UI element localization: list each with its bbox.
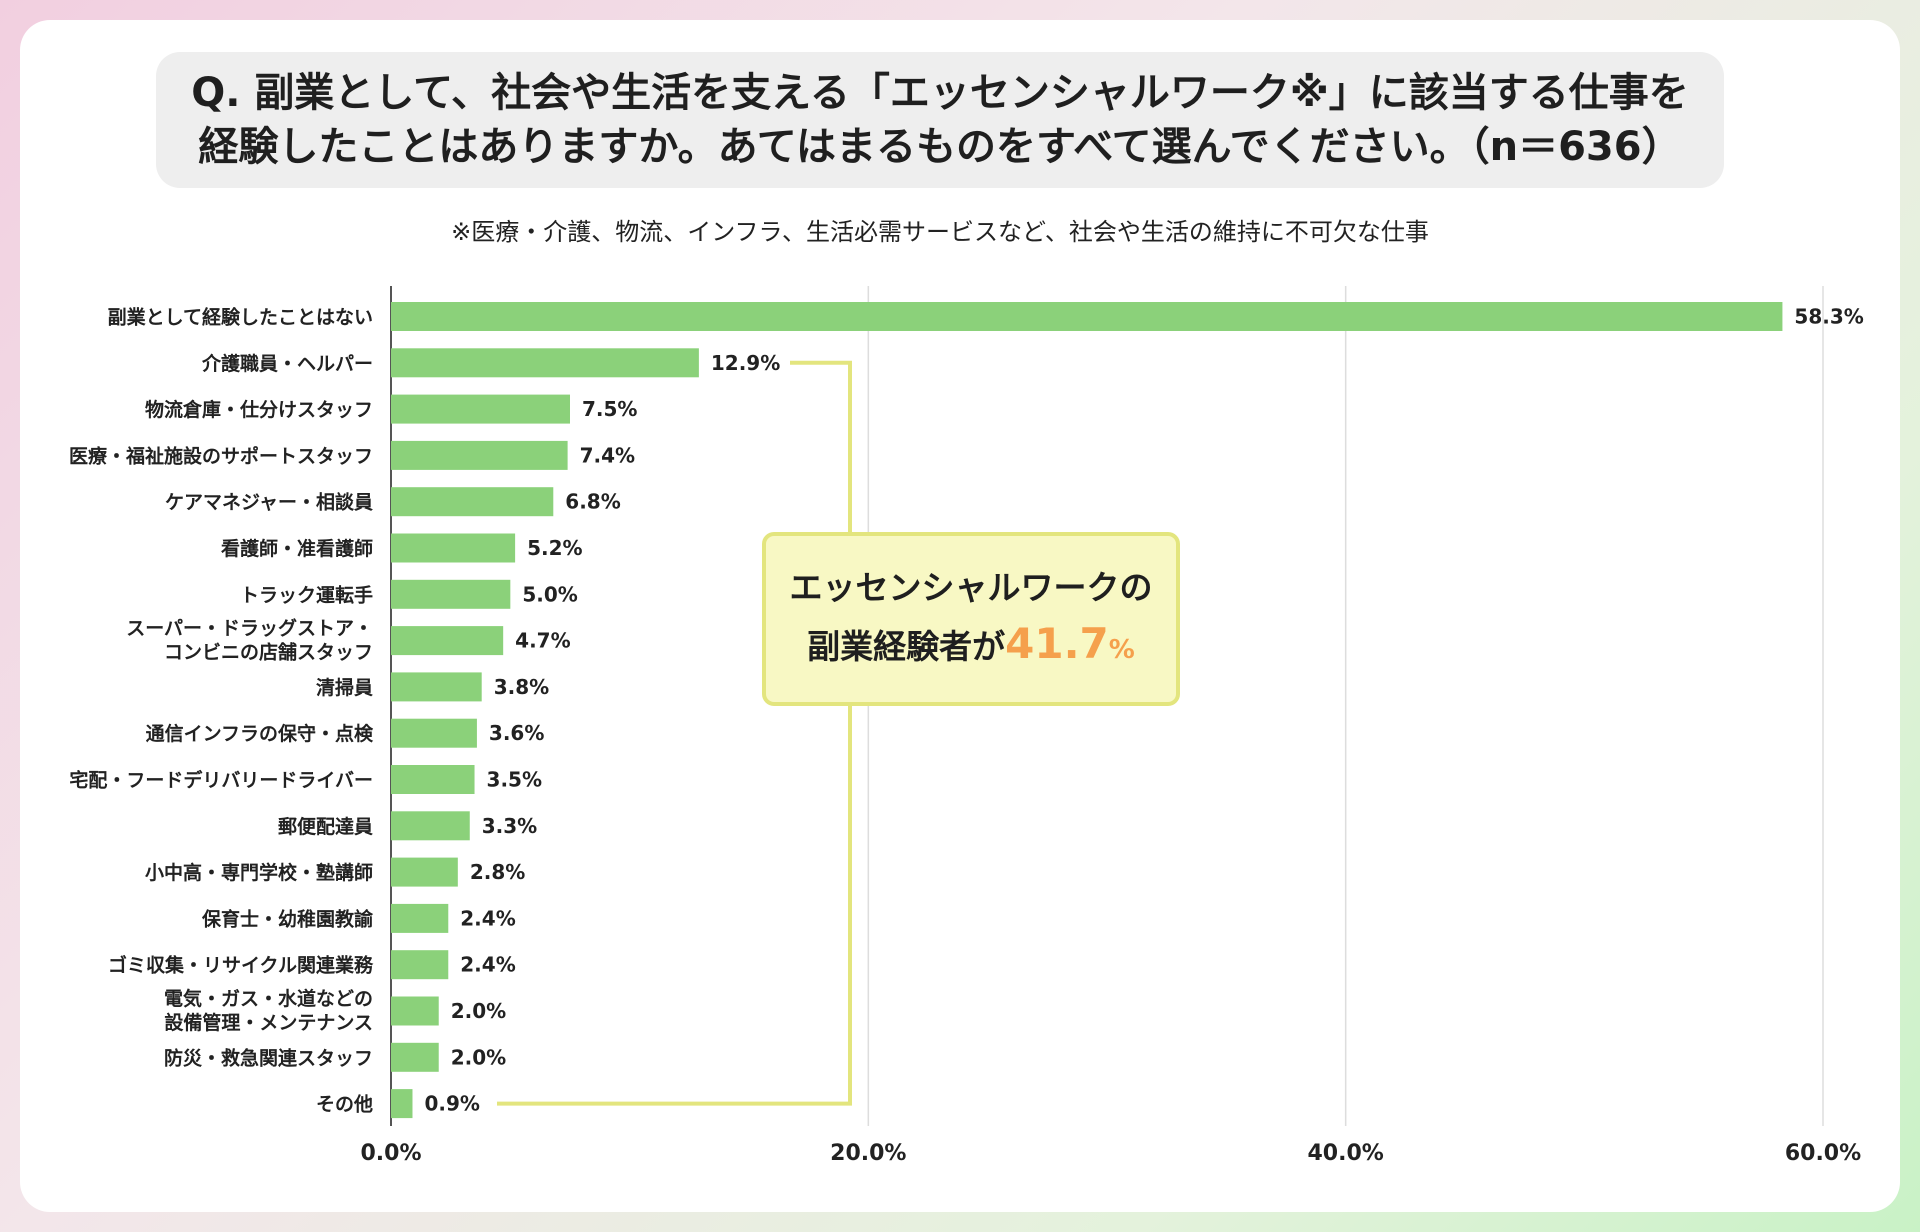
category-label: トラック運転手	[240, 583, 373, 606]
x-tick-label: 40.0%	[1308, 1141, 1384, 1166]
x-tick-label: 60.0%	[1785, 1141, 1861, 1166]
value-label: 3.5%	[487, 768, 542, 792]
value-label: 5.2%	[527, 536, 582, 560]
bar	[391, 672, 482, 702]
category-label-line: スーパー・ドラッグストア・	[126, 617, 373, 640]
callout-unit: %	[1108, 635, 1135, 665]
bar	[391, 811, 470, 841]
value-label: 3.3%	[482, 814, 537, 838]
category-label: 介護職員・ヘルパー	[201, 352, 373, 375]
bar	[391, 579, 511, 609]
question-title-line-2: 経験したことはありますか。あてはまるものをすべて選んでください。（n＝636）	[198, 124, 1682, 170]
category-label: ケアマネジャー・相談員	[165, 491, 373, 514]
bar	[391, 626, 504, 656]
value-label: 58.3%	[1794, 305, 1863, 329]
value-label: 0.9%	[424, 1092, 479, 1116]
callout-line-2: 副業経験者が41.7%	[807, 616, 1135, 678]
x-tick-label: 0.0%	[360, 1141, 421, 1166]
value-label: 2.8%	[470, 860, 525, 884]
bar	[391, 903, 449, 933]
bar	[391, 996, 439, 1026]
bar	[391, 857, 458, 887]
bar	[391, 348, 699, 378]
value-label: 3.8%	[494, 675, 549, 699]
question-title-line-1: Q. 副業として、社会や生活を支える「エッセンシャルワーク※」に該当する仕事を	[191, 70, 1689, 116]
value-label: 2.0%	[451, 999, 506, 1023]
category-label: スーパー・ドラッグストア・コンビニの店舗スタッフ	[126, 617, 373, 664]
category-label: 郵便配達員	[278, 815, 373, 838]
essential-work-bracket	[497, 360, 852, 1106]
value-label: 4.7%	[515, 629, 570, 653]
value-label: 7.4%	[580, 443, 635, 467]
value-label: 3.6%	[489, 721, 544, 745]
category-label-line: コンビニの店舗スタッフ	[164, 641, 373, 664]
x-tick-label: 20.0%	[830, 1141, 906, 1166]
category-label: 医療・福祉施設のサポートスタッフ	[69, 444, 373, 467]
value-label: 2.0%	[451, 1045, 506, 1069]
category-label: 物流倉庫・仕分けスタッフ	[145, 398, 373, 421]
callout-line-1: エッセンシャルワークの	[789, 568, 1153, 607]
value-label: 12.9%	[711, 351, 780, 375]
category-label-line: 電気・ガス・水道などの	[164, 987, 373, 1010]
category-label: 保育士・幼稚園教諭	[201, 907, 374, 930]
bar	[391, 487, 554, 517]
bar	[391, 394, 570, 424]
category-label: 通信インフラの保守・点検	[146, 722, 374, 745]
bar	[391, 533, 516, 563]
bar	[391, 765, 475, 794]
value-label: 5.0%	[522, 582, 577, 606]
value-label: 2.4%	[460, 906, 515, 930]
callout-prefix: 副業経験者が	[807, 627, 1006, 666]
category-label: 防災・救急関連スタッフ	[164, 1046, 373, 1069]
callout-value: 41.7	[1005, 619, 1109, 668]
category-label: その他	[316, 1093, 373, 1116]
category-label-line: 設備管理・メンテナンス	[164, 1011, 373, 1034]
bar	[391, 950, 449, 980]
category-label: 看護師・准看護師	[220, 537, 373, 560]
category-label: 清掃員	[316, 676, 373, 699]
category-label: 宅配・フードデリバリードライバー	[69, 769, 373, 792]
question-title: Q. 副業として、社会や生活を支える「エッセンシャルワーク※」に該当する仕事を …	[156, 52, 1724, 188]
footnote: ※医療・介護、物流、インフラ、生活必需サービスなど、社会や生活の維持に不可欠な仕…	[451, 218, 1429, 246]
value-label: 7.5%	[582, 397, 637, 421]
category-label: 電気・ガス・水道などの設備管理・メンテナンス	[164, 987, 373, 1034]
category-label: 副業として経験したことはない	[108, 306, 373, 329]
bar	[391, 718, 477, 748]
category-label: 小中高・専門学校・塾講師	[145, 861, 373, 884]
value-label: 2.4%	[460, 953, 515, 977]
bar	[391, 440, 568, 470]
essential-work-callout: エッセンシャルワークの 副業経験者が41.7%	[762, 532, 1180, 706]
category-label: ゴミ収集・リサイクル関連業務	[108, 954, 374, 977]
bar	[391, 1042, 439, 1072]
bar	[391, 1089, 413, 1119]
value-label: 6.8%	[565, 490, 620, 514]
bar	[391, 302, 1783, 331]
